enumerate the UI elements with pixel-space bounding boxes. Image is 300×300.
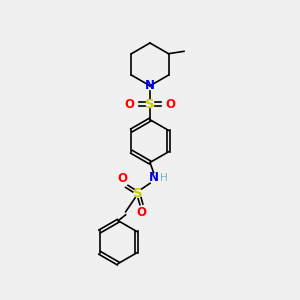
Text: S: S — [133, 187, 143, 200]
Text: O: O — [166, 98, 176, 111]
Text: H: H — [160, 173, 168, 183]
Text: O: O — [124, 98, 134, 111]
Text: N: N — [148, 171, 159, 184]
Text: O: O — [136, 206, 146, 219]
Text: S: S — [145, 98, 155, 111]
Text: O: O — [117, 172, 127, 185]
Text: N: N — [145, 79, 155, 92]
